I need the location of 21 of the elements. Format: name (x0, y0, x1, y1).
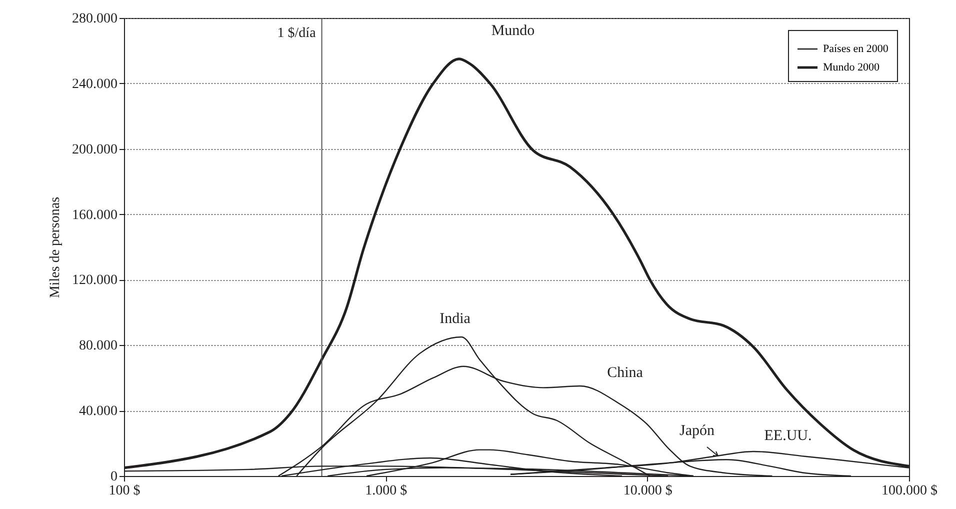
x-tick-label: 100.000 $ (882, 484, 938, 498)
annotation: Japón (680, 423, 715, 439)
legend-label: Mundo 2000 (823, 62, 880, 74)
annotation: India (440, 311, 471, 327)
x-tick-label: 10.000 $ (623, 484, 672, 498)
y-tick-label: 120.000 (72, 273, 118, 288)
annotation: Mundo (491, 23, 535, 39)
y-tick-label: 160.000 (72, 208, 118, 223)
y-tick-label: 280.000 (72, 12, 118, 26)
legend-label: Países en 2000 (823, 43, 889, 55)
y-tick-label: 80.000 (79, 338, 118, 354)
y-tick-label: 240.000 (72, 76, 118, 92)
y-tick-label: 0 (110, 470, 118, 484)
y-axis-title: Miles de personas (48, 196, 63, 298)
annotation: EE.UU. (764, 428, 812, 444)
annotation: China (607, 365, 644, 381)
y-tick-label: 40.000 (79, 404, 118, 420)
y-tick-label: 200.000 (72, 142, 118, 158)
ref-line-label: 1 $/día (277, 26, 317, 41)
x-tick-label: 1.000 $ (365, 484, 408, 498)
x-tick-label: 100 $ (108, 484, 140, 498)
